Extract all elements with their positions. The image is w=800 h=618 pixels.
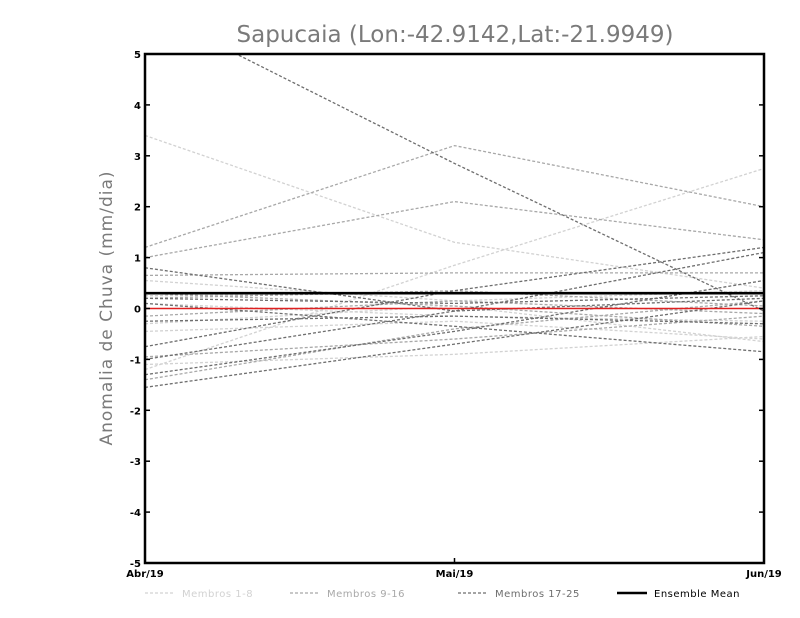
series-line-20 <box>145 300 764 389</box>
y-tick-label: -2 <box>130 406 141 417</box>
series-line-18 <box>145 267 764 312</box>
series-line-22 <box>145 302 764 353</box>
series-line-10 <box>145 200 764 259</box>
series-line-5 <box>145 320 764 340</box>
y-axis-ticks: -5 -4 -3 -2 -1 0 1 2 3 4 5 <box>130 50 764 570</box>
series-line-6 <box>145 335 764 366</box>
legend: Membros 1-8 Membros 9-16 Membros 17-25 Ense… <box>145 589 740 600</box>
y-tick-label: 3 <box>134 152 141 163</box>
y-tick-label: 0 <box>134 305 141 316</box>
series-line-9 <box>145 144 764 249</box>
y-tick-label: -4 <box>130 508 141 519</box>
y-tick-label: -5 <box>130 559 141 570</box>
legend-label: Membros 9-16 <box>327 589 405 600</box>
series-line-23 <box>145 315 764 325</box>
mean-layer <box>145 291 764 310</box>
series-layer <box>145 54 764 389</box>
series-line-12 <box>145 290 764 307</box>
series-line-21 <box>145 279 764 376</box>
x-tick-label: Abr/19 <box>126 569 163 580</box>
series-line-15 <box>145 300 764 317</box>
y-tick-label: 5 <box>134 50 141 61</box>
series-line-11 <box>145 272 764 277</box>
y-axis-label: Anomalia de Chuva (mm/dia) <box>97 170 117 445</box>
series-line-19 <box>145 246 764 348</box>
chart-title: Sapucaia (Lon:-42.9142,Lat:-21.9949) <box>237 22 674 48</box>
series-line-8 <box>145 305 764 343</box>
series-line-16 <box>145 300 764 381</box>
series-line-13 <box>145 315 764 358</box>
x-tick-label: Jun/19 <box>745 569 782 580</box>
x-tick-label: Mai/19 <box>436 569 474 580</box>
legend-label: Membros 1-8 <box>182 589 253 600</box>
legend-label: Membros 17-25 <box>495 589 580 600</box>
series-line-17 <box>234 54 764 312</box>
series-line-2 <box>145 167 764 371</box>
series-line-25 <box>145 295 764 305</box>
y-tick-label: -3 <box>130 457 141 468</box>
y-tick-label: -1 <box>130 355 141 366</box>
legend-label: Ensemble Mean <box>654 589 740 600</box>
x-axis-ticks: Abr/19 Mai/19 Jun/19 <box>126 558 782 580</box>
y-tick-label: 4 <box>134 101 141 112</box>
y-tick-label: 2 <box>134 203 141 214</box>
series-line-14 <box>145 292 764 327</box>
y-tick-label: 1 <box>134 254 141 265</box>
